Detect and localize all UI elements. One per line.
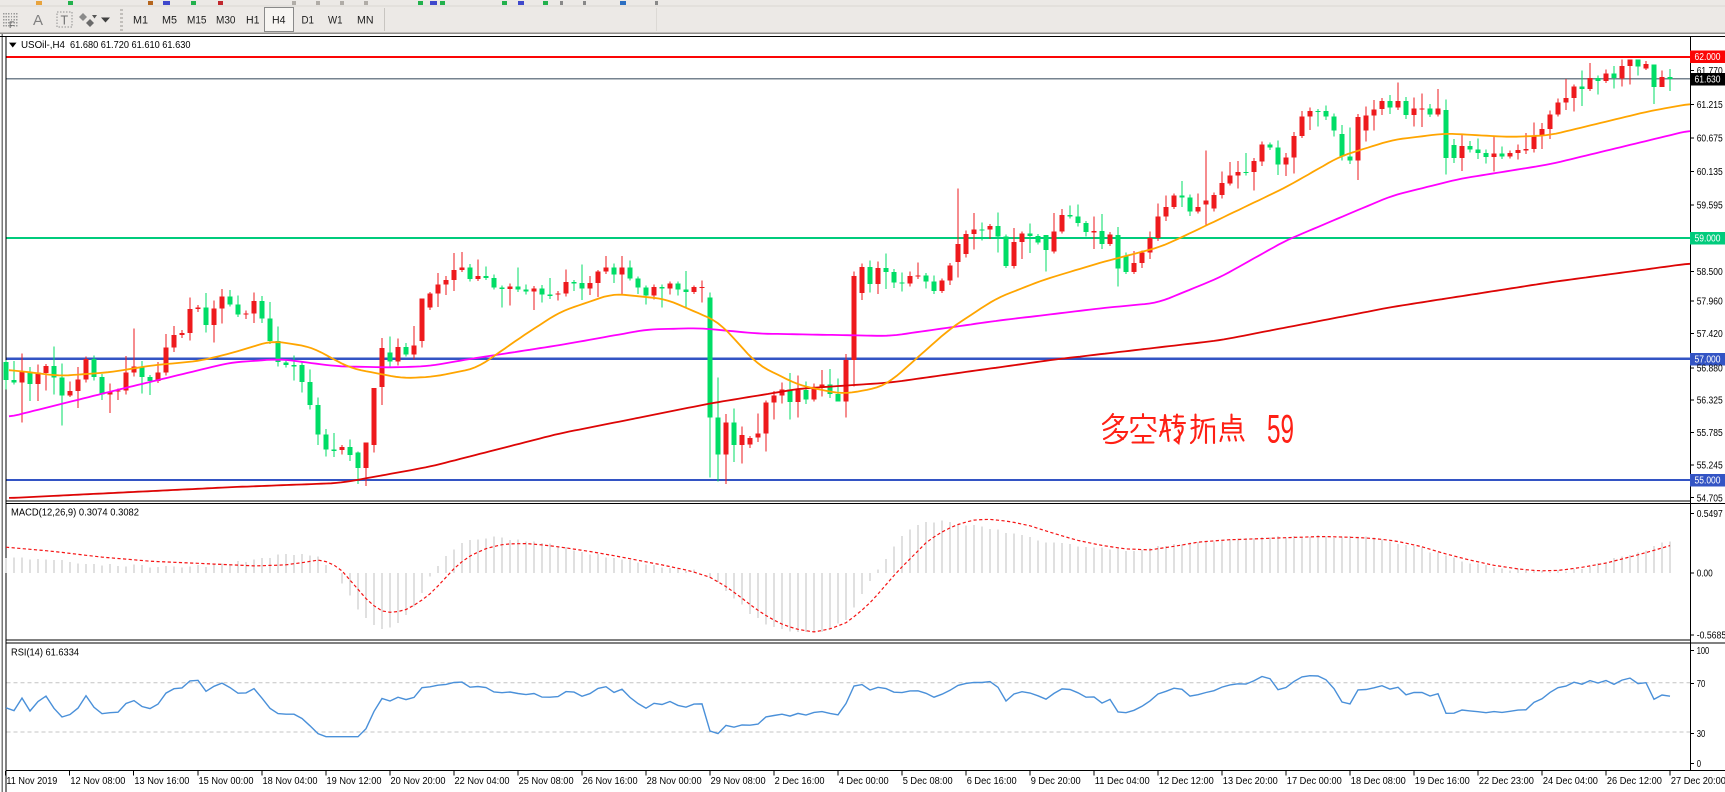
svg-text:24 Dec 04:00: 24 Dec 04:00: [1543, 776, 1599, 787]
svg-text:MN: MN: [357, 15, 374, 27]
svg-text:MACD(12,26,9) 0.3074 0.3082: MACD(12,26,9) 0.3074 0.3082: [11, 508, 139, 519]
svg-text:26 Dec 12:00: 26 Dec 12:00: [1607, 776, 1663, 787]
svg-text:60.675: 60.675: [1697, 134, 1723, 145]
svg-text:12 Dec 12:00: 12 Dec 12:00: [1159, 776, 1215, 787]
svg-text:M30: M30: [216, 15, 236, 27]
svg-text:30: 30: [1697, 729, 1706, 740]
svg-text:5 Dec 08:00: 5 Dec 08:00: [903, 776, 954, 787]
svg-text:57.960: 57.960: [1697, 297, 1723, 308]
svg-text:M15: M15: [187, 15, 207, 27]
svg-text:H4: H4: [272, 15, 286, 27]
svg-text:17 Dec 00:00: 17 Dec 00:00: [1287, 776, 1343, 787]
svg-text:11 Nov 2019: 11 Nov 2019: [6, 776, 57, 787]
svg-text:18 Dec 08:00: 18 Dec 08:00: [1351, 776, 1407, 787]
svg-text:0: 0: [1697, 759, 1702, 770]
svg-text:20 Nov 20:00: 20 Nov 20:00: [391, 776, 447, 787]
svg-text:0.5497: 0.5497: [1697, 509, 1723, 520]
svg-text:2 Dec 16:00: 2 Dec 16:00: [775, 776, 826, 787]
svg-text:15 Nov 00:00: 15 Nov 00:00: [199, 776, 255, 787]
svg-text:-0.5685: -0.5685: [1697, 631, 1725, 642]
svg-text:56.325: 56.325: [1697, 396, 1723, 407]
svg-text:A: A: [33, 12, 43, 29]
svg-text:61.630: 61.630: [1695, 75, 1721, 86]
svg-text:29 Nov 08:00: 29 Nov 08:00: [711, 776, 767, 787]
svg-text:6 Dec 16:00: 6 Dec 16:00: [967, 776, 1018, 787]
svg-text:57.420: 57.420: [1697, 329, 1723, 340]
svg-text:61.215: 61.215: [1697, 100, 1723, 111]
svg-text:22 Nov 04:00: 22 Nov 04:00: [455, 776, 511, 787]
svg-text:0.00: 0.00: [1697, 569, 1713, 580]
svg-text:T: T: [61, 14, 69, 28]
svg-text:12 Nov 08:00: 12 Nov 08:00: [70, 776, 126, 787]
svg-text:55.000: 55.000: [1695, 476, 1721, 487]
svg-text:13 Dec 20:00: 13 Dec 20:00: [1223, 776, 1279, 787]
svg-text:11 Dec 04:00: 11 Dec 04:00: [1095, 776, 1151, 787]
svg-text:55.245: 55.245: [1697, 461, 1723, 472]
svg-text:26 Nov 16:00: 26 Nov 16:00: [583, 776, 639, 787]
svg-text:61.680 61.720 61.610 61.630: 61.680 61.720 61.610 61.630: [70, 40, 191, 51]
svg-text:USOil-,H4: USOil-,H4: [21, 40, 66, 51]
svg-text:13 Nov 16:00: 13 Nov 16:00: [134, 776, 190, 787]
svg-text:M5: M5: [162, 15, 177, 27]
svg-text:RSI(14) 61.6334: RSI(14) 61.6334: [11, 648, 80, 659]
svg-text:57.000: 57.000: [1695, 355, 1721, 366]
svg-text:70: 70: [1697, 679, 1706, 690]
svg-text:19 Nov 12:00: 19 Nov 12:00: [327, 776, 383, 787]
svg-text:28 Nov 00:00: 28 Nov 00:00: [647, 776, 703, 787]
svg-text:54.705: 54.705: [1697, 493, 1723, 504]
svg-text:27 Dec 20:00: 27 Dec 20:00: [1671, 776, 1725, 787]
svg-text:59.595: 59.595: [1697, 201, 1723, 212]
svg-text:4 Dec 00:00: 4 Dec 00:00: [839, 776, 890, 787]
svg-text:F: F: [9, 20, 15, 30]
svg-text:58.500: 58.500: [1697, 267, 1723, 278]
svg-text:M1: M1: [133, 15, 148, 27]
svg-text:18 Nov 04:00: 18 Nov 04:00: [263, 776, 319, 787]
svg-text:W1: W1: [328, 15, 343, 27]
svg-text:D1: D1: [302, 15, 315, 27]
svg-text:9 Dec 20:00: 9 Dec 20:00: [1031, 776, 1082, 787]
svg-text:61.770: 61.770: [1697, 66, 1723, 77]
svg-text:22 Dec 23:00: 22 Dec 23:00: [1479, 776, 1535, 787]
svg-text:100: 100: [1697, 646, 1710, 657]
svg-text:19 Dec 16:00: 19 Dec 16:00: [1415, 776, 1471, 787]
svg-text:60.135: 60.135: [1697, 167, 1723, 178]
svg-text:59.000: 59.000: [1695, 234, 1721, 245]
svg-text:H1: H1: [246, 15, 260, 27]
svg-text:25 Nov 08:00: 25 Nov 08:00: [519, 776, 575, 787]
svg-text:59: 59: [1267, 408, 1294, 452]
svg-text:62.000: 62.000: [1695, 52, 1721, 63]
svg-text:56.880: 56.880: [1697, 364, 1723, 375]
svg-text:55.785: 55.785: [1697, 428, 1723, 439]
